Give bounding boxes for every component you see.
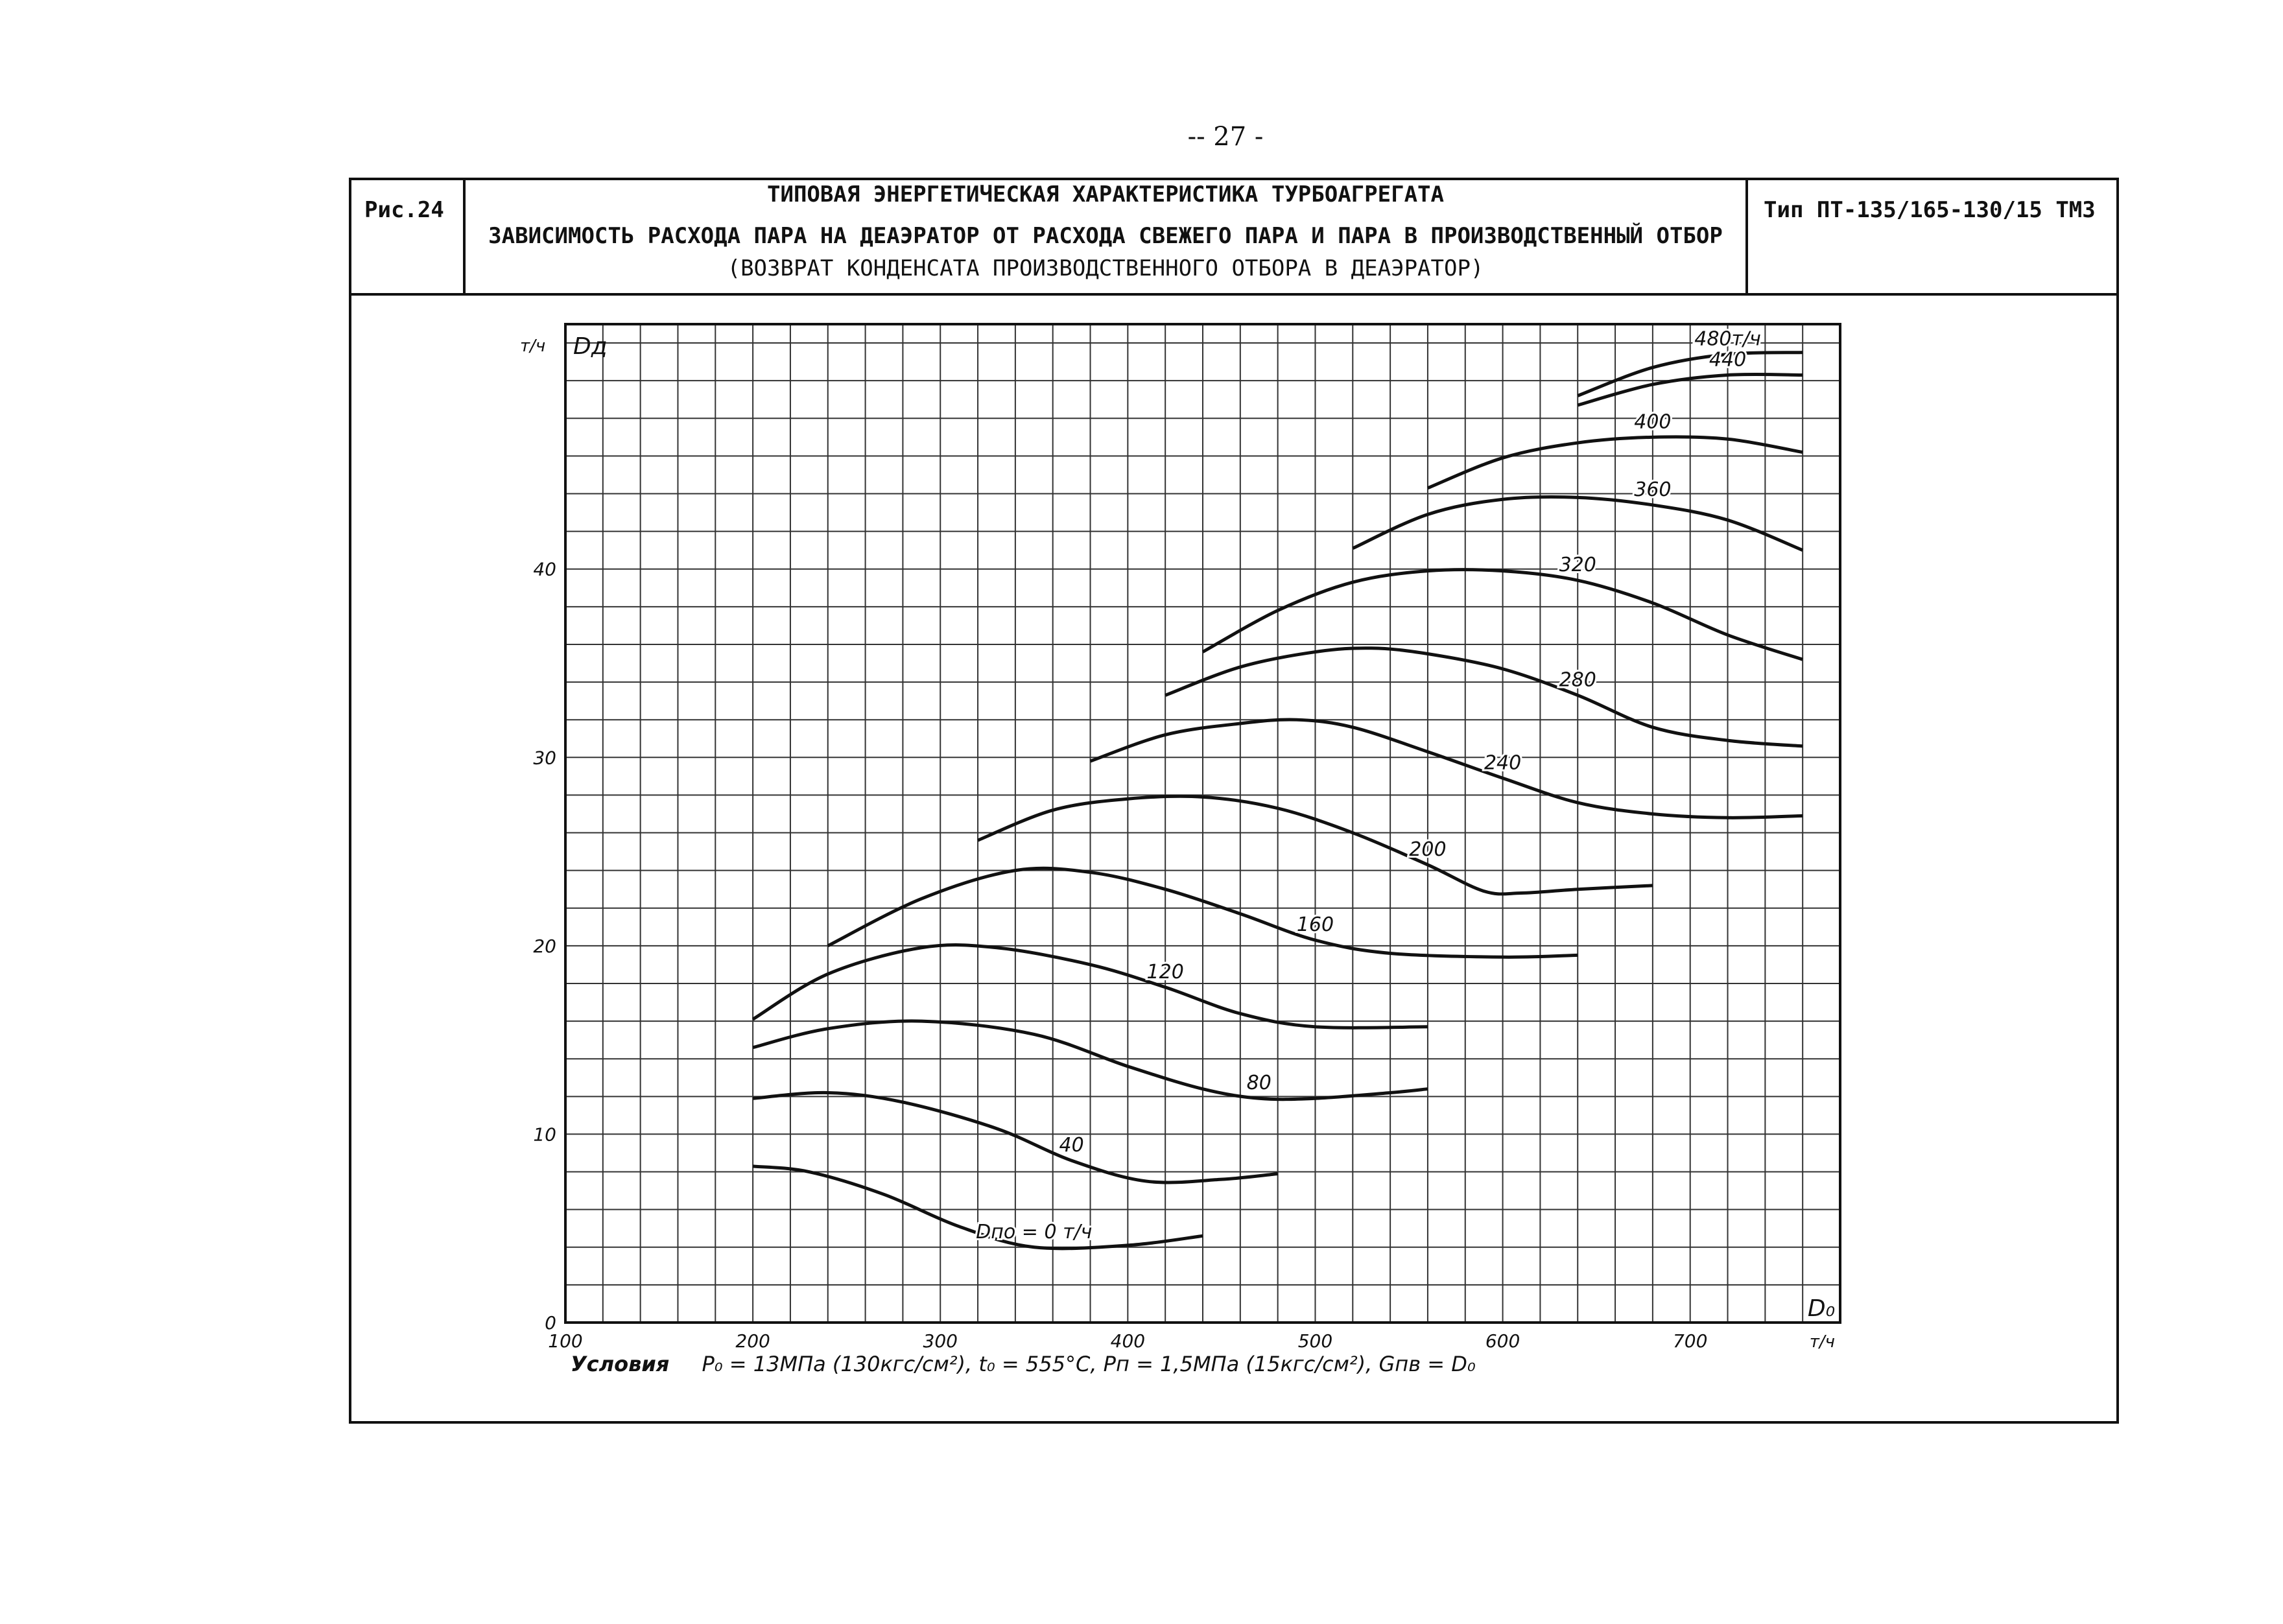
y-tick-label: 40 bbox=[533, 559, 556, 580]
x-tick-label: 100 bbox=[548, 1330, 582, 1352]
figure-label-cell: Рис.24 bbox=[349, 178, 466, 293]
y-axis-unit: т/ч bbox=[520, 336, 545, 356]
series-label-1: 40 bbox=[1059, 1134, 1084, 1157]
x-tick-label: 400 bbox=[1111, 1330, 1145, 1352]
x-tick-label: 500 bbox=[1298, 1330, 1332, 1352]
title-line-3: (ВОЗВРАТ КОНДЕНСАТА ПРОИЗВОДСТВЕННОГО ОТ… bbox=[727, 255, 1484, 281]
series-curve-12 bbox=[1577, 351, 1803, 397]
series-label-9: 360 bbox=[1634, 478, 1671, 501]
series-curve-7 bbox=[1165, 646, 1803, 748]
title-cell: ТИПОВАЯ ЭНЕРГЕТИЧЕСКАЯ ХАРАКТЕРИСТИКА ТУ… bbox=[466, 178, 1748, 293]
turbine-type-cell: Тип ПТ-135/165-130/15 ТМЗ bbox=[1748, 178, 2116, 293]
x-tick-label: 300 bbox=[923, 1330, 958, 1352]
series-curve-10 bbox=[1427, 435, 1803, 490]
y-tick-label: 20 bbox=[533, 936, 556, 957]
series-label-8: 320 bbox=[1559, 554, 1596, 576]
series-label-5: 200 bbox=[1409, 838, 1446, 861]
page-number: -- 27 - bbox=[1187, 122, 1264, 152]
x-tick-label: 700 bbox=[1673, 1330, 1707, 1352]
series-curve-0 bbox=[752, 1164, 1203, 1251]
series-curve-6 bbox=[1089, 718, 1803, 819]
y-tick-label: 10 bbox=[533, 1124, 556, 1145]
figure-frame bbox=[349, 178, 2119, 1424]
y-tick-label: 0 bbox=[545, 1312, 556, 1334]
x-tick-label: 600 bbox=[1485, 1330, 1520, 1352]
chart-labels: 100 200 300 400 500 600 700 0 10 20 30 40 Dд т/ч D₀ т/ч… bbox=[520, 325, 1835, 1352]
conditions-label: Условия bbox=[571, 1352, 670, 1376]
series-label-0: Dпо = 0 т/ч bbox=[976, 1221, 1092, 1243]
x-axis-symbol: D₀ bbox=[1808, 1295, 1835, 1322]
title-line-1: ТИПОВАЯ ЭНЕРГЕТИЧЕСКАЯ ХАРАКТЕРИСТИКА ТУ… bbox=[767, 182, 1444, 207]
chart-axes bbox=[564, 323, 1841, 1324]
plot-border bbox=[564, 323, 1841, 1324]
series-curve-8 bbox=[1201, 568, 1803, 661]
series-curve-9 bbox=[1352, 495, 1804, 552]
series-label-2: 80 bbox=[1247, 1072, 1272, 1094]
chart-grid bbox=[565, 324, 1841, 1323]
series-label-11: 440 bbox=[1709, 348, 1746, 371]
y-axis-symbol: Dд bbox=[573, 333, 608, 360]
series-label-12: 480т/ч bbox=[1694, 327, 1761, 350]
series-label-4: 160 bbox=[1297, 913, 1334, 936]
figure-header: Рис.24 ТИПОВАЯ ЭНЕРГЕТИЧЕСКАЯ ХАРАКТЕРИС… bbox=[349, 178, 2119, 296]
conditions-note: Условия P₀ = 13МПа (130кгс/см²), t₀ = 55… bbox=[571, 1352, 1476, 1376]
series-label-3: 120 bbox=[1147, 961, 1184, 983]
y-tick-label: 30 bbox=[533, 747, 556, 768]
series-curve-11 bbox=[1577, 372, 1803, 407]
chart-series bbox=[751, 351, 1804, 1251]
turbine-type: Тип ПТ-135/165-130/15 ТМЗ bbox=[1764, 197, 2096, 223]
series-label-6: 240 bbox=[1484, 751, 1521, 774]
x-axis-unit: т/ч bbox=[1810, 1332, 1835, 1352]
series-curve-4 bbox=[827, 866, 1578, 959]
series-curve-5 bbox=[977, 794, 1653, 896]
series-label-10: 400 bbox=[1634, 410, 1671, 433]
series-label-7: 280 bbox=[1559, 668, 1596, 691]
conditions-text: P₀ = 13МПа (130кгс/см²), t₀ = 555°С, Pп … bbox=[702, 1352, 1476, 1376]
series-curve-3 bbox=[751, 943, 1428, 1030]
title-line-2: ЗАВИСИМОСТЬ РАСХОДА ПАРА НА ДЕАЭРАТОР ОТ… bbox=[488, 223, 1723, 249]
figure-label: Рис.24 bbox=[364, 197, 444, 223]
x-tick-label: 200 bbox=[735, 1330, 770, 1352]
series-curve-1 bbox=[752, 1090, 1278, 1184]
series-curve-2 bbox=[752, 1019, 1428, 1101]
